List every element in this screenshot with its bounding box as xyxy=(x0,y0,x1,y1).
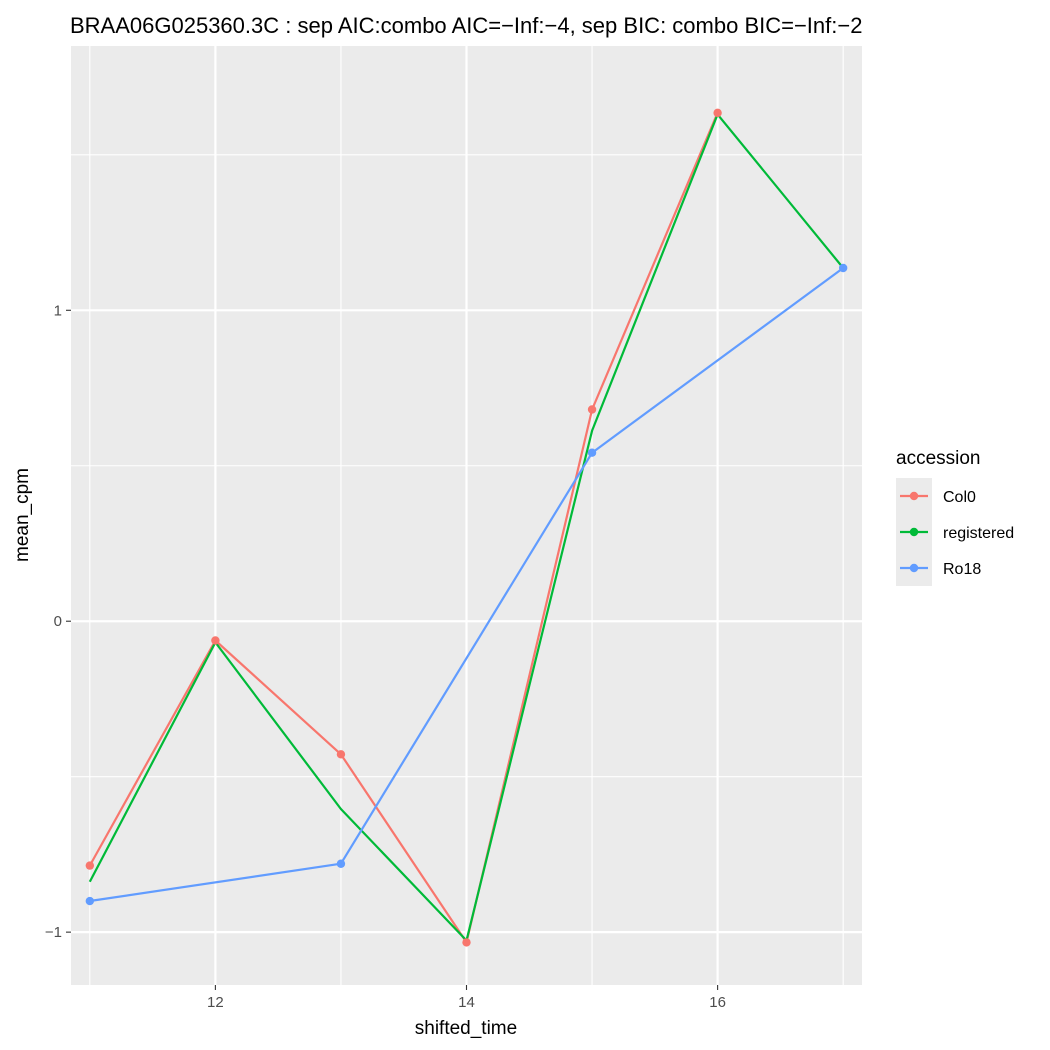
data-point-col0 xyxy=(211,636,220,645)
data-point-ro18 xyxy=(587,448,597,457)
x-tick-label: 12 xyxy=(207,994,224,1011)
legend-key-point xyxy=(909,527,919,537)
legend-keys: Col0 registered Ro18 xyxy=(896,478,1014,586)
x-tick-label: 16 xyxy=(709,994,726,1011)
data-point-col0 xyxy=(85,861,95,870)
chart-title: BRAA06G025360.3C : sep AIC:combo AIC=−In… xyxy=(70,13,862,38)
data-point-ro18 xyxy=(85,896,95,906)
data-point-col0 xyxy=(713,108,722,118)
data-point-ro18 xyxy=(838,263,848,273)
y-tick-label: 0 xyxy=(54,613,62,630)
legend-label-registered: registered xyxy=(943,525,1014,542)
y-tick-label: −1 xyxy=(45,924,62,941)
legend-label-col0: Col0 xyxy=(943,489,976,506)
data-point-col0 xyxy=(587,405,597,414)
y-tick-label: 1 xyxy=(54,302,62,319)
series-line-col0 xyxy=(88,112,719,944)
x-tick-label: 14 xyxy=(458,994,475,1011)
series-group xyxy=(85,108,848,947)
legend-label-ro18: Ro18 xyxy=(943,561,981,578)
series-line-ro18 xyxy=(89,267,844,903)
data-point-ro18 xyxy=(336,859,346,868)
legend-key-point xyxy=(909,491,919,501)
grid xyxy=(71,46,862,985)
x-axis-title: shifted_time xyxy=(415,1018,517,1039)
data-point-col0 xyxy=(462,938,471,947)
axes: 12 14 16 −1 0 1 xyxy=(45,302,726,1011)
legend: accession Col0 registered Ro18 xyxy=(896,448,1014,586)
legend-key-point xyxy=(909,563,919,573)
y-axis-title: mean_cpm xyxy=(12,468,33,562)
data-point-col0 xyxy=(336,750,346,759)
legend-title: accession xyxy=(896,448,981,469)
